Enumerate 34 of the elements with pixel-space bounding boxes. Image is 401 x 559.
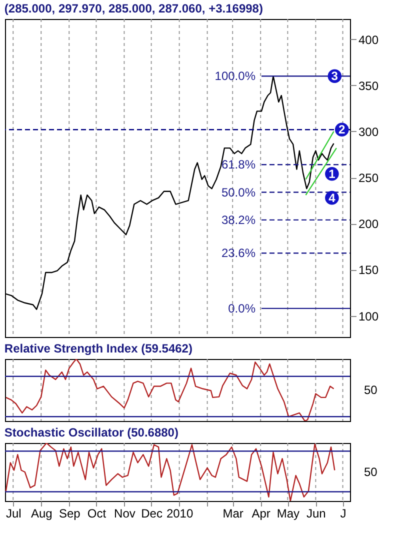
- series-label: 38.2%: [221, 212, 256, 227]
- x-tick-label: J: [340, 506, 346, 520]
- x-tick-label: Sep: [58, 506, 81, 520]
- annotation: 3: [331, 69, 338, 84]
- chart-title: Stochastic Oscillator (50.6880): [4, 426, 178, 440]
- y-tick-label: 150: [358, 263, 379, 278]
- x-tick-label: Apr: [252, 506, 270, 520]
- chart-title: (285.000, 297.970, 285.000, 287.060, +3.16998): [4, 2, 263, 16]
- annotation: 2: [338, 122, 346, 137]
- x-tick-label: 2010: [166, 506, 194, 520]
- series-label: 61.8%: [221, 158, 256, 172]
- y-tick-label: 100: [358, 309, 379, 324]
- text: 50: [364, 465, 378, 479]
- y-tick-label: 400: [358, 32, 379, 47]
- x-tick-label: Oct: [87, 506, 107, 520]
- x-tick-label: Dec: [141, 506, 162, 520]
- chart-title: Relative Strength Index (59.5462): [4, 342, 192, 356]
- text: 50: [364, 383, 378, 397]
- y-tick-label: 350: [358, 78, 379, 93]
- series-label: 0.0%: [228, 301, 256, 316]
- annotation: 1: [328, 166, 336, 181]
- x-tick-label: Jul: [6, 506, 22, 520]
- y-tick-label: 300: [358, 124, 379, 139]
- series-label: 100.0%: [214, 69, 256, 84]
- y-tick-label: 200: [358, 217, 379, 232]
- x-tick-label: Jun: [306, 506, 326, 520]
- series-label: 50.0%: [221, 185, 256, 200]
- x-tick-label: May: [276, 506, 300, 520]
- y-tick-label: 250: [358, 171, 379, 186]
- x-tick-label: Aug: [30, 506, 52, 520]
- annotation: 4: [328, 190, 336, 205]
- x-tick-label: Nov: [114, 506, 136, 520]
- x-tick-label: Mar: [222, 506, 244, 520]
- series-label: 23.6%: [221, 246, 256, 260]
